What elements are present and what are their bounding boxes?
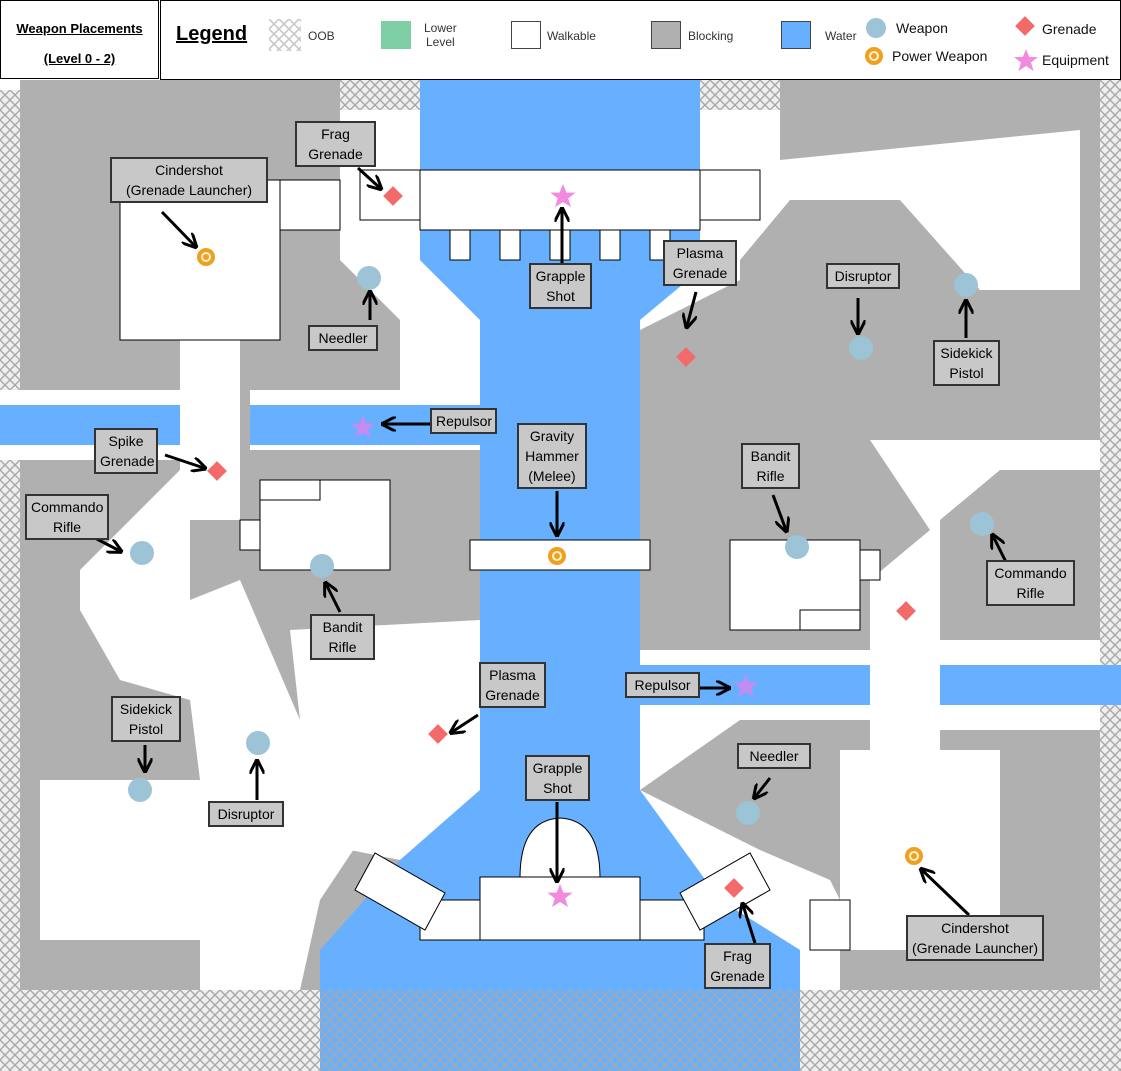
- equip-repulsor-left: [350, 415, 376, 438]
- power-gravity-hammer: [548, 547, 566, 565]
- label-cindershot-bottom: Cindershot (Grenade Launcher): [906, 915, 1044, 961]
- walkable-areas: [0, 80, 1100, 990]
- label-gravity-hammer: Gravity Hammer (Melee): [517, 423, 587, 489]
- water-swatch: [781, 21, 811, 49]
- label-spike-grenade: Spike Grenade: [94, 428, 158, 474]
- label-sidekick-pistol-right: Sidekick Pistol: [933, 340, 1000, 386]
- map-title: Weapon Placements: [16, 21, 143, 36]
- power-cindershot-top: [197, 248, 215, 266]
- label-commando-rifle-left: Commando Rifle: [25, 494, 109, 540]
- label-plasma-grenade-bottom: Plasma Grenade: [479, 662, 546, 708]
- weapon-commando-left: [130, 541, 154, 565]
- weapon-bandit-left: [310, 554, 334, 578]
- grenade-right-mid: [896, 601, 916, 621]
- legend-lower-label: Lower Level: [424, 21, 457, 49]
- weapon-needler-right: [736, 801, 760, 825]
- grenade-markers: [207, 186, 916, 898]
- map-subtitle: (Level 0 - 2): [43, 51, 116, 66]
- pointer-arrows: [92, 166, 1008, 944]
- label-repulsor-left: Repulsor: [430, 408, 497, 434]
- weapon-sidekick-top: [954, 273, 978, 297]
- label-sidekick-pistol-left: Sidekick Pistol: [111, 696, 181, 742]
- equip-repulsor-right: [733, 674, 759, 697]
- equip-grapple-top: [550, 184, 576, 207]
- grenade-frag-bottom: [724, 878, 744, 898]
- label-frag-grenade-bottom: Frag Grenade: [704, 943, 771, 989]
- label-grapple-shot-top: Grapple Shot: [529, 263, 592, 309]
- oob-swatch-icon: [269, 19, 301, 51]
- grenade-frag-top: [383, 186, 403, 206]
- label-commando-rifle-right: Commando Rifle: [986, 560, 1075, 606]
- label-needler-left: Needler: [308, 325, 378, 351]
- map-title-box: Weapon Placements (Level 0 - 2): [0, 0, 159, 79]
- legend: Legend OOB Lower Level Walkable Blocking…: [160, 0, 1121, 80]
- label-needler-right: Needler: [737, 743, 811, 769]
- legend-markers-left-icon: [865, 18, 886, 65]
- weapon-sidekick-left: [128, 778, 152, 802]
- weapon-markers: [128, 266, 994, 825]
- grenade-plasma-top: [676, 347, 696, 367]
- legend-markers-right-icon: [1014, 16, 1038, 71]
- power-weapon-markers: [197, 248, 923, 865]
- power-cindershot-bottom: [905, 847, 923, 865]
- weapon-disruptor-top: [849, 336, 873, 360]
- label-grapple-shot-bottom: Grapple Shot: [525, 755, 590, 801]
- weapon-bandit-right: [785, 535, 809, 559]
- grenade-plasma-bottom: [428, 724, 448, 744]
- blocking-swatch: [651, 21, 681, 49]
- legend-grenade-label: Grenade: [1042, 21, 1097, 37]
- oob-top-left: [340, 80, 420, 110]
- label-frag-grenade-top: Frag Grenade: [295, 121, 376, 167]
- legend-water-label: Water: [825, 29, 857, 43]
- legend-title: Legend: [176, 23, 248, 45]
- water-top-edge: [420, 80, 700, 110]
- map-canvas: [0, 80, 1121, 1071]
- legend-weapon-label: Weapon: [896, 20, 948, 36]
- label-bandit-rifle-right: Bandit Rifle: [741, 443, 800, 489]
- weapon-needler-top: [357, 266, 381, 290]
- legend-oob-label: OOB: [308, 29, 335, 43]
- grenade-spike: [207, 461, 227, 481]
- lower-level-swatch: [381, 21, 411, 49]
- legend-walkable-label: Walkable: [547, 29, 596, 43]
- legend-equipment-label: Equipment: [1042, 52, 1109, 68]
- weapon-disruptor-left: [246, 731, 270, 755]
- equip-grapple-bottom: [547, 884, 573, 907]
- label-disruptor-right: Disruptor: [826, 263, 900, 289]
- oob-top-right: [700, 80, 780, 110]
- equipment-markers: [350, 184, 759, 907]
- weapon-commando-right: [970, 512, 994, 536]
- label-repulsor-right: Repulsor: [625, 672, 700, 698]
- legend-power-label: Power Weapon: [892, 48, 988, 64]
- label-bandit-rifle-left: Bandit Rifle: [310, 614, 375, 660]
- label-cindershot-top: Cindershot (Grenade Launcher): [110, 157, 268, 203]
- legend-blocking-label: Blocking: [688, 29, 734, 43]
- label-disruptor-left: Disruptor: [208, 801, 284, 827]
- label-plasma-grenade-top: Plasma Grenade: [663, 240, 737, 286]
- walkable-swatch: [511, 21, 541, 49]
- structures: [119, 169, 881, 951]
- water-oob-region: [320, 990, 800, 1071]
